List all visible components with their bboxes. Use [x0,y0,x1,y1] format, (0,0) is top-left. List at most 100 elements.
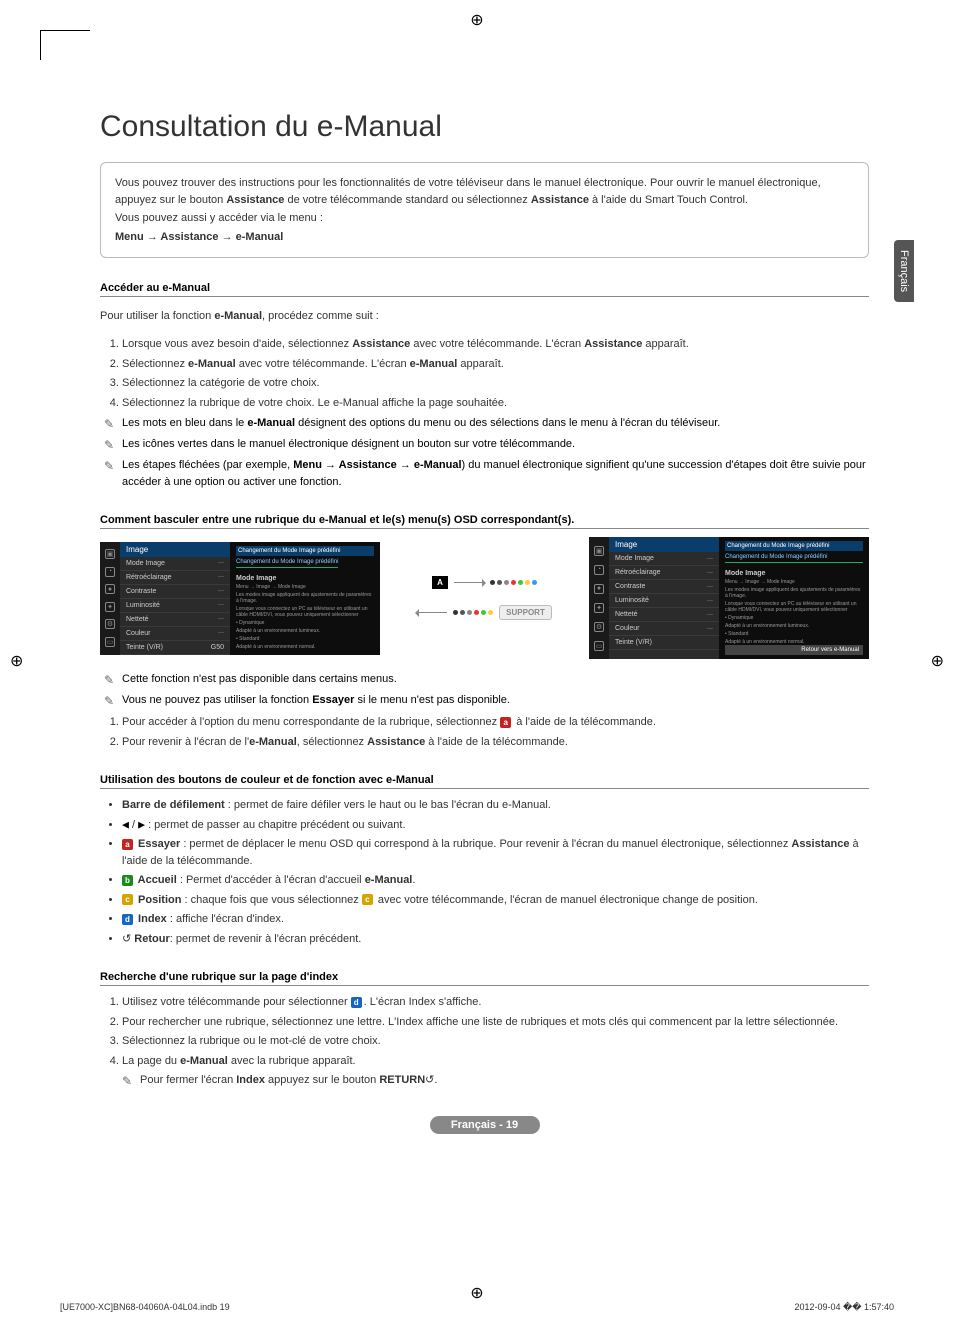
bold-text: Assistance [584,338,642,350]
shot-list-row: Rétroéclairage— [120,571,230,585]
section3-list: Barre de défilement : permet de faire dé… [100,797,869,947]
text: Couleur [126,630,151,637]
shot-blue-link: Changement du Mode Image prédéfini [236,559,338,568]
text: , sélectionnez [297,736,367,748]
text: Les étapes fléchées (par exemple, [122,459,293,471]
shot-content-title: Changement du Mode Image prédéfini [725,541,863,551]
shot-mode: Mode Image [236,575,374,582]
text: Rétroéclairage [615,569,661,576]
shot-list-row: Luminosité — [120,599,230,613]
shot-tiny: • Dynamique [236,620,374,626]
shot-content-title: Changement du Mode Image prédéfini [236,546,374,556]
bold-text: Index [135,913,167,925]
shot-tiny: Les modes image appliquent des ajustemen… [236,592,374,604]
shot-tiny: • Standard [725,631,863,637]
text: Lorsque vous avez besoin d'aide, sélecti… [122,338,352,350]
text: Les mots en bleu dans le [122,417,247,429]
shot-mode: Mode Image [725,570,863,577]
list-item: Pour revenir à l'écran de l'e-Manual, sé… [122,734,869,751]
dash: — [707,584,713,590]
sidebar-icon: ▭ [594,641,604,651]
text: Pour revenir à l'écran de l' [122,736,249,748]
bold-text: Barre de défilement [122,799,225,811]
shot-content: Changement du Mode Image prédéfini Chang… [230,542,380,655]
pen-icon: ✎ [122,1072,140,1090]
sidebar-icon: ✦ [105,602,115,612]
shot-list-row: Mode Image— [609,552,719,566]
b-badge-icon: b [122,875,133,886]
bold-text: Position [135,894,181,906]
text: Teinte (V/R) [615,639,652,646]
shot-list-row: Teinte (V/R)G50 [120,641,230,655]
bold-text: e-Manual [365,874,413,886]
note-text: Les étapes fléchées (par exemple, Menu →… [122,457,869,490]
note-text: Les icônes vertes dans le manuel électro… [122,436,575,453]
screenshot-right: ▣ ◔ ● ✦ ⚙ ▭ Image Mode Image— Rétroéclai… [589,537,869,659]
shot-list: Image Mode Image— Rétroéclairage— Contra… [609,537,719,659]
text: Pour utiliser la fonction [100,310,214,322]
note-row: ✎Vous ne pouvez pas utiliser la fonction… [100,692,869,710]
list-item: Pour accéder à l'option du menu correspo… [122,714,869,731]
bold-text: e-Manual [188,358,236,370]
text: : permet de passer au chapitre précédent… [145,819,406,831]
section4-title: Recherche d'une rubrique sur la page d'i… [100,971,869,986]
bold-text: Assistance [367,736,425,748]
shot-blue-link: Changement du Mode Image prédéfini [725,554,863,563]
sidebar-icon: ▣ [105,549,115,559]
note-text: Vous ne pouvez pas utiliser la fonction … [122,692,510,709]
dash: — [218,602,224,608]
shot-list-row: Netteté— [609,608,719,622]
text: à l'aide de la télécommande. [513,716,656,728]
sidebar-icon: ● [594,584,604,594]
pen-icon: ✎ [104,457,122,475]
dash: — [218,616,224,622]
date-stamp: 2012-09-04 �� 1:57:40 [794,1302,894,1313]
dash: — [218,588,224,594]
sidebar-icon: ▭ [105,637,115,647]
file-stamp: [UE7000-XC]BN68-04060A-04L04.indb 19 [60,1302,230,1313]
text: : permet de faire défiler vers le haut o… [225,799,551,811]
text: . L'écran Index s'affiche. [364,996,482,1008]
return-icon: ↻ [122,931,131,948]
list-item: b Accueil : Permet d'accéder à l'écran d… [122,872,869,889]
list-item: Sélectionnez la rubrique de votre choix.… [122,395,869,412]
list-item: Barre de défilement : permet de faire dé… [122,797,869,814]
note-text: Pour fermer l'écran Index appuyez sur le… [140,1072,437,1089]
text: : affiche l'écran d'index. [167,913,284,925]
screenshot-arrows: A SUPPORT [388,576,581,620]
a-button-icon: A [432,576,448,589]
page-footer: Français - 19 [430,1116,540,1134]
sidebar-icon: ◔ [105,567,115,577]
shot-list-row: Luminosité— [609,594,719,608]
bold-text: Accueil [135,874,177,886]
text: avec la rubrique apparaît. [228,1055,356,1067]
text: de votre télécommande standard ou sélect… [284,194,530,206]
bold-text: e-Manual [249,736,297,748]
text: Utilisez votre télécommande pour sélecti… [122,996,351,1008]
d-badge-icon: d [351,997,362,1008]
dash: — [707,612,713,618]
dash: — [218,574,224,580]
arrow-left-icon [417,612,447,613]
section2-title: Comment basculer entre une rubrique du e… [100,514,869,529]
color-dots-icon [490,580,537,585]
shot-tiny: Adapté à un environnement normal. [236,644,374,650]
shot-list-row: Couleur— [609,622,719,636]
text: G50 [211,644,224,651]
bold-text: Retour [131,933,170,945]
dash: — [707,556,713,562]
dash: — [707,598,713,604]
return-icon: ↻ [425,1072,434,1089]
page-title: Consultation du e-Manual [100,110,869,144]
text: à l'aide de la télécommande. [425,736,568,748]
section4-steps: Utilisez votre télécommande pour sélecti… [100,994,869,1090]
sidebar-icon: ● [105,584,115,594]
bold-text: RETURN [379,1074,425,1086]
pen-icon: ✎ [104,671,122,689]
dash: — [218,630,224,636]
shot-tiny: • Standard [236,636,374,642]
sidebar-icon: ▣ [594,546,604,556]
text: Luminosité [126,602,160,609]
text: Contraste [126,588,156,595]
list-item: Sélectionnez la catégorie de votre choix… [122,375,869,392]
